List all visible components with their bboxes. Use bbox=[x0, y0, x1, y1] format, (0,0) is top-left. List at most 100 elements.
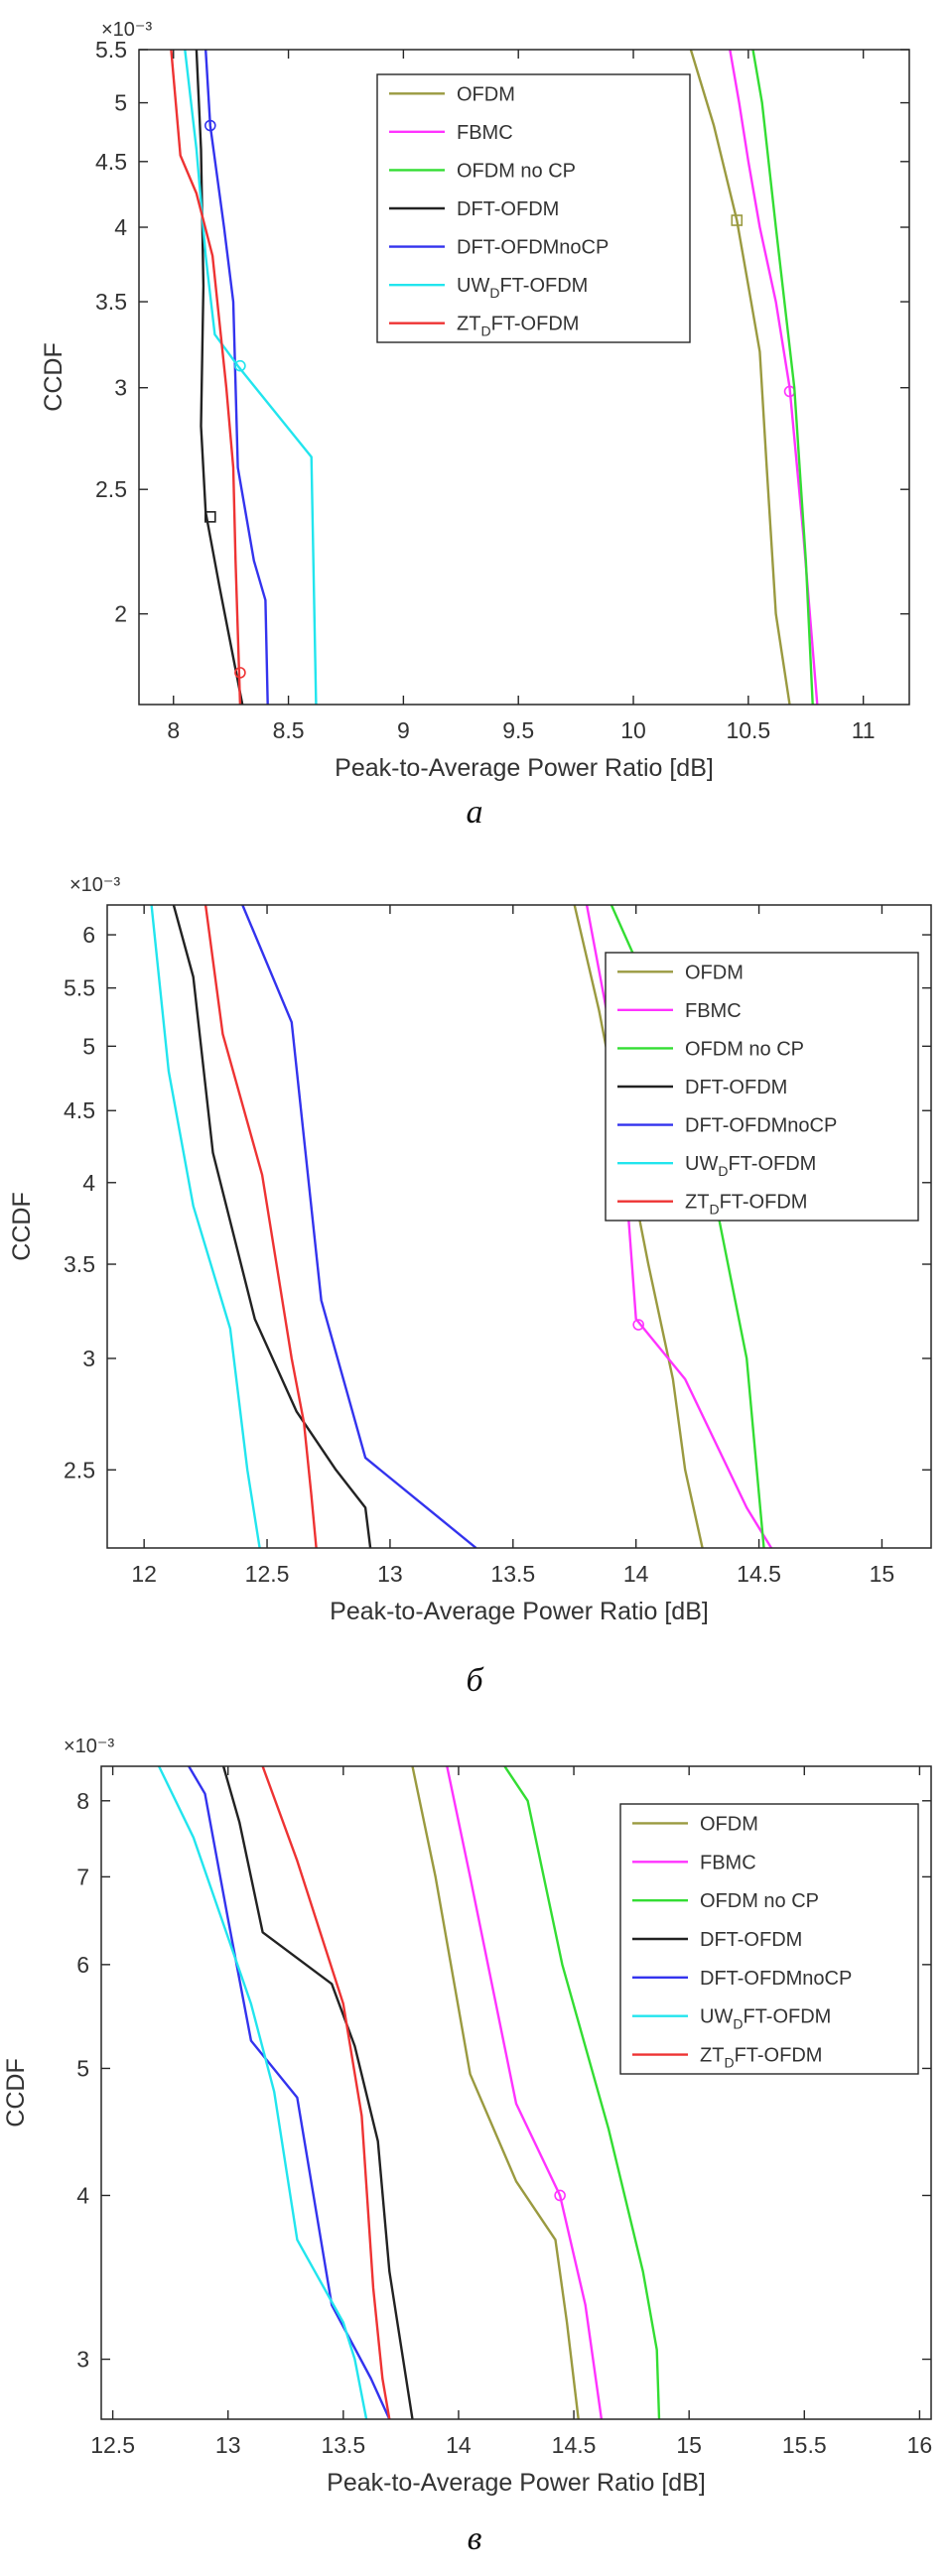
series-line-uwdft-ofdm bbox=[184, 50, 318, 705]
series-line-dft-ofdm bbox=[195, 50, 244, 705]
legend-label: UWDFT-OFDM bbox=[685, 1153, 816, 1179]
data-marker bbox=[234, 359, 246, 372]
x-tick-label: 15 bbox=[676, 2432, 702, 2458]
series-line-ofdm bbox=[573, 905, 704, 1548]
legend-label: FBMC bbox=[457, 122, 513, 144]
x-tick-label: 8.5 bbox=[273, 717, 305, 743]
x-tick-label: 10 bbox=[620, 717, 646, 743]
figure-panel-b: 12 12.5 13 13.5 14 14.5 15 2.5 3 3.5 4 4.5 5 5.5 6 ×10⁻… bbox=[0, 853, 949, 1717]
data-marker bbox=[554, 2189, 566, 2202]
legend-label: DFT-OFDMnoCP bbox=[457, 237, 609, 259]
figure-panel-c: 12.5 13 13.5 14 14.5 15 15.5 16 3 4 5 6 7 8 ×10⁻³ Peak-… bbox=[0, 1717, 949, 2576]
y-tick-label: 6 bbox=[82, 922, 95, 948]
legend-label: FBMC bbox=[700, 1852, 756, 1873]
x-tick-label: 11 bbox=[852, 717, 876, 743]
caption-c: в bbox=[467, 2520, 482, 2557]
series-line-ofdm no cp bbox=[751, 50, 814, 705]
series-line-ofdm bbox=[689, 50, 791, 705]
y-axis-label: CCDF bbox=[8, 1192, 36, 1260]
legend-label: FBMC bbox=[685, 1000, 742, 1022]
y-axis-label: CCDF bbox=[2, 2058, 30, 2126]
y-tick-label: 5 bbox=[114, 90, 127, 116]
caption-a: а bbox=[466, 794, 483, 831]
legend-label: OFDM bbox=[700, 1813, 758, 1835]
x-axis-label: Peak-to-Average Power Ratio [dB] bbox=[327, 2469, 706, 2497]
series-line-ofdm bbox=[411, 1766, 580, 2419]
legend-label: OFDM no CP bbox=[685, 1038, 804, 1060]
legend-label: ZTDFT-OFDM bbox=[457, 314, 579, 339]
x-tick-label: 14 bbox=[446, 2432, 472, 2458]
x-tick-label: 12.5 bbox=[245, 1561, 290, 1587]
y-tick-label: 2.5 bbox=[95, 476, 127, 502]
y-tick-label: 2 bbox=[114, 601, 127, 627]
x-tick-label: 10.5 bbox=[726, 717, 770, 743]
series-line-dft-ofdm bbox=[172, 905, 372, 1548]
x-tick-label: 16 bbox=[907, 2432, 933, 2458]
legend-label: ZTDFT-OFDM bbox=[700, 2045, 822, 2071]
legend-label: DFT-OFDMnoCP bbox=[685, 1115, 837, 1137]
axes-box bbox=[106, 904, 932, 1549]
x-tick-label: 13 bbox=[377, 1561, 403, 1587]
y-tick-label: 5 bbox=[82, 1033, 95, 1059]
y-tick-label: 8 bbox=[76, 1788, 89, 1814]
legend-label: ZTDFT-OFDM bbox=[685, 1192, 807, 1218]
series-line-dft-ofdmnocp bbox=[188, 1766, 391, 2419]
legend-label: UWDFT-OFDM bbox=[457, 275, 588, 301]
chart-b: 12 12.5 13 13.5 14 14.5 15 2.5 3 3.5 4 4.5 5 5.5 6 ×10⁻… bbox=[8, 874, 932, 1625]
series-line-fbmc bbox=[729, 50, 819, 705]
series-group bbox=[158, 1766, 661, 2419]
series-line-dft-ofdmnocp bbox=[241, 905, 477, 1548]
y-tick-label: 4 bbox=[114, 214, 127, 240]
legend-label: UWDFT-OFDM bbox=[700, 2006, 831, 2032]
x-axis-label: Peak-to-Average Power Ratio [dB] bbox=[330, 1598, 709, 1625]
x-tick-label: 15.5 bbox=[782, 2432, 827, 2458]
y-tick-label: 3 bbox=[82, 1346, 95, 1371]
chart-a: 8 8.5 9 9.5 10 10.5 11 2 2.5 3 3.5 4 4.5 5 5.5×10⁻³ Pea… bbox=[40, 19, 910, 782]
y-tick-label: 2.5 bbox=[64, 1457, 95, 1482]
legend-label: OFDM bbox=[685, 962, 744, 983]
x-tick-label: 9.5 bbox=[502, 717, 534, 743]
y-tick-label: 4 bbox=[82, 1170, 95, 1196]
series-line-fbmc bbox=[446, 1766, 604, 2419]
legend-label: OFDM no CP bbox=[700, 1890, 819, 1912]
y-tick-label: 5.5 bbox=[64, 975, 95, 1001]
x-tick-label: 14.5 bbox=[552, 2432, 597, 2458]
legend-label: DFT-OFDMnoCP bbox=[700, 1968, 852, 1990]
series-group bbox=[170, 50, 819, 705]
chart-c: 12.5 13 13.5 14 14.5 15 15.5 16 3 4 5 6 7 8 ×10⁻³ Peak-… bbox=[2, 1736, 933, 2497]
series-line-ztdft-ofdm bbox=[170, 50, 242, 705]
data-marker bbox=[632, 1319, 644, 1331]
x-tick-label: 13 bbox=[215, 2432, 241, 2458]
data-marker bbox=[731, 214, 744, 226]
y-axis-label: CCDF bbox=[40, 342, 68, 411]
y-tick-label: 5 bbox=[76, 2055, 89, 2081]
data-marker bbox=[234, 667, 246, 679]
axes-box bbox=[100, 1765, 932, 2420]
x-tick-label: 13.5 bbox=[321, 2432, 365, 2458]
figure-panel-a: 8 8.5 9 9.5 10 10.5 11 2 2.5 3 3.5 4 4.5 5 5.5 ×10⁻³ Pea… bbox=[0, 0, 949, 853]
series-line-ztdft-ofdm bbox=[261, 1766, 391, 2419]
legend-label: DFT-OFDM bbox=[700, 1929, 802, 1951]
series-line-uwdft-ofdm bbox=[150, 905, 261, 1548]
legend-label: OFDM bbox=[457, 83, 515, 105]
data-marker bbox=[204, 511, 216, 523]
x-axis-label: Peak-to-Average Power Ratio [dB] bbox=[335, 754, 714, 782]
x-tick-label: 14.5 bbox=[737, 1561, 781, 1587]
series-line-dft-ofdm bbox=[221, 1766, 414, 2419]
exponent-label: ×10⁻³ bbox=[69, 874, 120, 896]
series-line-uwdft-ofdm bbox=[158, 1766, 368, 2419]
series-line-dft-ofdmnocp bbox=[204, 50, 269, 705]
y-tick-label: 3.5 bbox=[64, 1251, 95, 1277]
y-tick-label: 4 bbox=[76, 2182, 89, 2208]
y-tick-label: 4.5 bbox=[95, 149, 127, 175]
x-tick-label: 13.5 bbox=[490, 1561, 535, 1587]
exponent-label: ×10⁻³ bbox=[101, 19, 152, 41]
data-marker bbox=[204, 119, 216, 132]
x-tick-label: 8 bbox=[167, 717, 180, 743]
x-tick-label: 12 bbox=[131, 1561, 157, 1587]
x-tick-label: 14 bbox=[623, 1561, 649, 1587]
series-line-ztdft-ofdm bbox=[203, 905, 318, 1548]
legend-label: DFT-OFDM bbox=[457, 198, 559, 220]
y-tick-label: 7 bbox=[76, 1864, 89, 1889]
series-line-ofdm no cp bbox=[503, 1766, 661, 2419]
